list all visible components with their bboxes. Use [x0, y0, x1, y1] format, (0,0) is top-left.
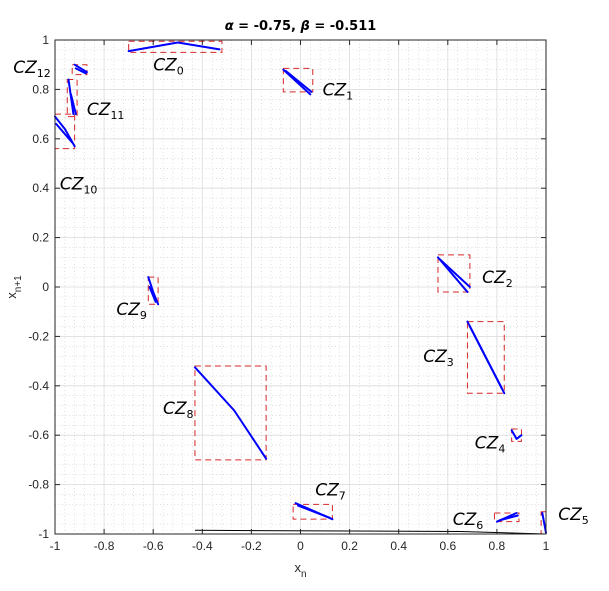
trajectory-cz6: [498, 514, 519, 522]
x-tick-label: -0.2: [241, 539, 262, 553]
x-tick-label: 0.4: [390, 539, 407, 553]
trajectory-cz12: [73, 63, 88, 74]
x-tick-label: 0.6: [439, 539, 456, 553]
y-axis-label: xn+1: [4, 275, 24, 299]
zone-box-cz0: [128, 40, 223, 53]
zone-box-cz1: [282, 67, 314, 93]
zone-box-cz5: [540, 511, 547, 535]
zone-label-cz5: CZ5: [558, 505, 589, 527]
trajectory-cz8: [193, 366, 268, 460]
x-tick-label: 0.8: [489, 539, 506, 553]
zone-box-cz9: [147, 276, 159, 305]
y-tick-label: -1: [38, 527, 49, 541]
zone-label-cz7: CZ7: [315, 481, 346, 503]
y-tick-label: 0.8: [32, 82, 49, 96]
trajectory-cz4: [510, 429, 523, 440]
y-tick-label: 1: [42, 33, 49, 47]
x-tick-label: -0.4: [192, 539, 213, 553]
trajectory-cz0: [127, 41, 221, 53]
y-tick-label: -0.8: [28, 478, 49, 492]
trajectory-cz5: [541, 512, 547, 534]
zone-label-cz6: CZ6: [453, 510, 484, 532]
zone-box-cz12: [71, 64, 88, 76]
zone-label-cz8: CZ8: [163, 399, 194, 421]
zone-label-cz2: CZ2: [482, 268, 513, 290]
trajectory-cz2: [439, 258, 471, 288]
zone-label-cz4: CZ4: [475, 434, 506, 456]
baseline-curve: [194, 529, 547, 535]
zones-layer: [54, 40, 547, 535]
trajectory-cz3: [468, 325, 503, 390]
trajectory-cz9: [147, 276, 160, 306]
x-tick-label: 1: [543, 539, 550, 553]
x-tick-label: 0: [297, 539, 304, 553]
x-tick-label: -0.8: [94, 539, 115, 553]
zone-box-cz7: [292, 503, 333, 520]
zone-label-cz9: CZ9: [116, 300, 147, 322]
zone-box-cz3: [466, 321, 505, 394]
zone-label-cz0: CZ0: [153, 56, 184, 78]
y-tick-label: 0.6: [32, 132, 49, 146]
tick-layer: -1 -0.8 -0.6 -0.4 -0.2 0 0.2 0.4 0.6 0.8 1 -1 -0.8 -0…: [28, 33, 549, 553]
zone-label-cz10: CZ10: [60, 174, 98, 196]
trajectory-cz11: [69, 93, 77, 116]
x-tick-label: -1: [50, 539, 61, 553]
zone-box-cz11: [66, 79, 78, 118]
y-tick-label: -0.2: [28, 329, 49, 343]
zone-label-cz11: CZ11: [87, 100, 125, 122]
zone-label-cz1: CZ1: [323, 80, 354, 102]
zone-labels-layer: CZ0 CZ1 CZ2 CZ3 CZ4 CZ5 CZ6 CZ7 CZ8 CZ9 CZ10 CZ11 CZ…: [13, 56, 589, 532]
zone-box-cz2: [437, 254, 471, 293]
zone-label-cz3: CZ3: [423, 347, 454, 369]
y-tick-label: 0: [42, 280, 49, 294]
trajectory-cz1: [284, 69, 313, 93]
y-tick-label: 0.4: [32, 181, 49, 195]
x-tick-label: 0.2: [341, 539, 358, 553]
y-tick-label: -0.4: [28, 379, 49, 393]
trajectory-cz12: [74, 67, 87, 75]
y-tick-label: -0.6: [28, 428, 49, 442]
y-tick-label: 0.2: [32, 231, 49, 245]
trajectory-layer: [54, 41, 547, 535]
chart-title: α = -0.75, β = -0.511: [225, 19, 377, 34]
trajectory-cz7: [297, 504, 331, 519]
x-axis-label: xn: [294, 560, 306, 580]
x-tick-label: -0.6: [143, 539, 164, 553]
trajectory-cz10: [55, 122, 74, 144]
zone-box-cz8: [194, 365, 267, 461]
trajectory-cz9: [148, 286, 157, 303]
zone-label-cz12: CZ12: [13, 58, 51, 80]
zone-box-cz6: [493, 512, 520, 523]
